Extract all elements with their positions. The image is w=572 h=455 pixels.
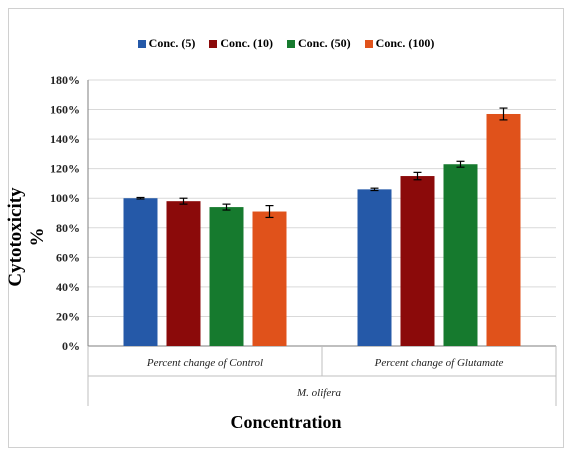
y-tick-label: 160% xyxy=(50,103,80,117)
legend-swatch xyxy=(209,39,218,48)
bar xyxy=(443,164,478,346)
y-tick-label: 60% xyxy=(56,250,80,264)
chart-frame xyxy=(8,8,564,448)
y-tick-label: 80% xyxy=(56,221,80,235)
y-tick-label: 120% xyxy=(50,162,80,176)
category-label: Percent change of Control xyxy=(146,357,263,369)
bar xyxy=(400,176,435,346)
legend-label: Conc. (50) xyxy=(298,36,351,50)
legend-item-conc-10: Conc. (10) xyxy=(209,36,273,51)
x-axis-label: Concentration xyxy=(230,412,342,432)
legend-item-conc-100: Conc. (100) xyxy=(364,36,435,51)
group-label: M. olifera xyxy=(296,387,341,399)
y-tick-label: 100% xyxy=(50,191,80,205)
bar xyxy=(166,201,201,346)
legend-swatch xyxy=(364,39,373,48)
legend-item-conc-50: Conc. (50) xyxy=(287,36,351,51)
y-tick-label: 20% xyxy=(56,309,80,323)
y-tick-label: 140% xyxy=(50,132,80,146)
legend-item-conc-5: Conc. (5) xyxy=(137,36,196,51)
y-tick-label: 180% xyxy=(50,73,80,87)
legend-label: Conc. (5) xyxy=(148,36,196,50)
category-label: Percent change of Glutamate xyxy=(374,357,504,369)
legend-label: Conc. (100) xyxy=(375,36,435,50)
bar xyxy=(252,211,287,346)
legend-label: Conc. (10) xyxy=(220,36,273,50)
y-tick-label: 0% xyxy=(62,339,80,353)
legend-swatch xyxy=(137,39,146,48)
legend: Conc. (5) Conc. (10) Conc. (50) Conc. (1… xyxy=(0,36,572,51)
y-tick-label: 40% xyxy=(56,280,80,294)
bar xyxy=(209,207,244,346)
bar xyxy=(123,198,158,346)
bar xyxy=(357,189,392,346)
legend-swatch xyxy=(287,39,295,48)
bar xyxy=(486,113,521,346)
